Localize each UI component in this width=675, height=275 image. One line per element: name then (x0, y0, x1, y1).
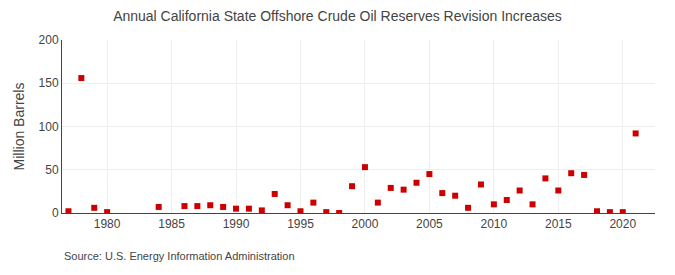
svg-text:2005: 2005 (416, 217, 443, 231)
svg-text:Source: U.S. Energy Informatio: Source: U.S. Energy Information Administ… (64, 250, 295, 262)
svg-text:1985: 1985 (158, 217, 185, 231)
svg-text:Annual California State Offsho: Annual California State Offshore Crude O… (113, 8, 562, 24)
svg-text:Million Barrels: Million Barrels (11, 83, 27, 171)
svg-text:1980: 1980 (94, 217, 121, 231)
svg-text:1990: 1990 (223, 217, 250, 231)
svg-text:1995: 1995 (287, 217, 314, 231)
svg-text:2020: 2020 (609, 217, 636, 231)
svg-text:150: 150 (39, 76, 59, 90)
svg-text:200: 200 (39, 33, 59, 47)
svg-text:0: 0 (52, 206, 59, 220)
svg-text:100: 100 (39, 120, 59, 134)
svg-text:50: 50 (45, 163, 59, 177)
svg-text:2015: 2015 (545, 217, 572, 231)
svg-text:2000: 2000 (352, 217, 379, 231)
svg-text:2010: 2010 (481, 217, 508, 231)
